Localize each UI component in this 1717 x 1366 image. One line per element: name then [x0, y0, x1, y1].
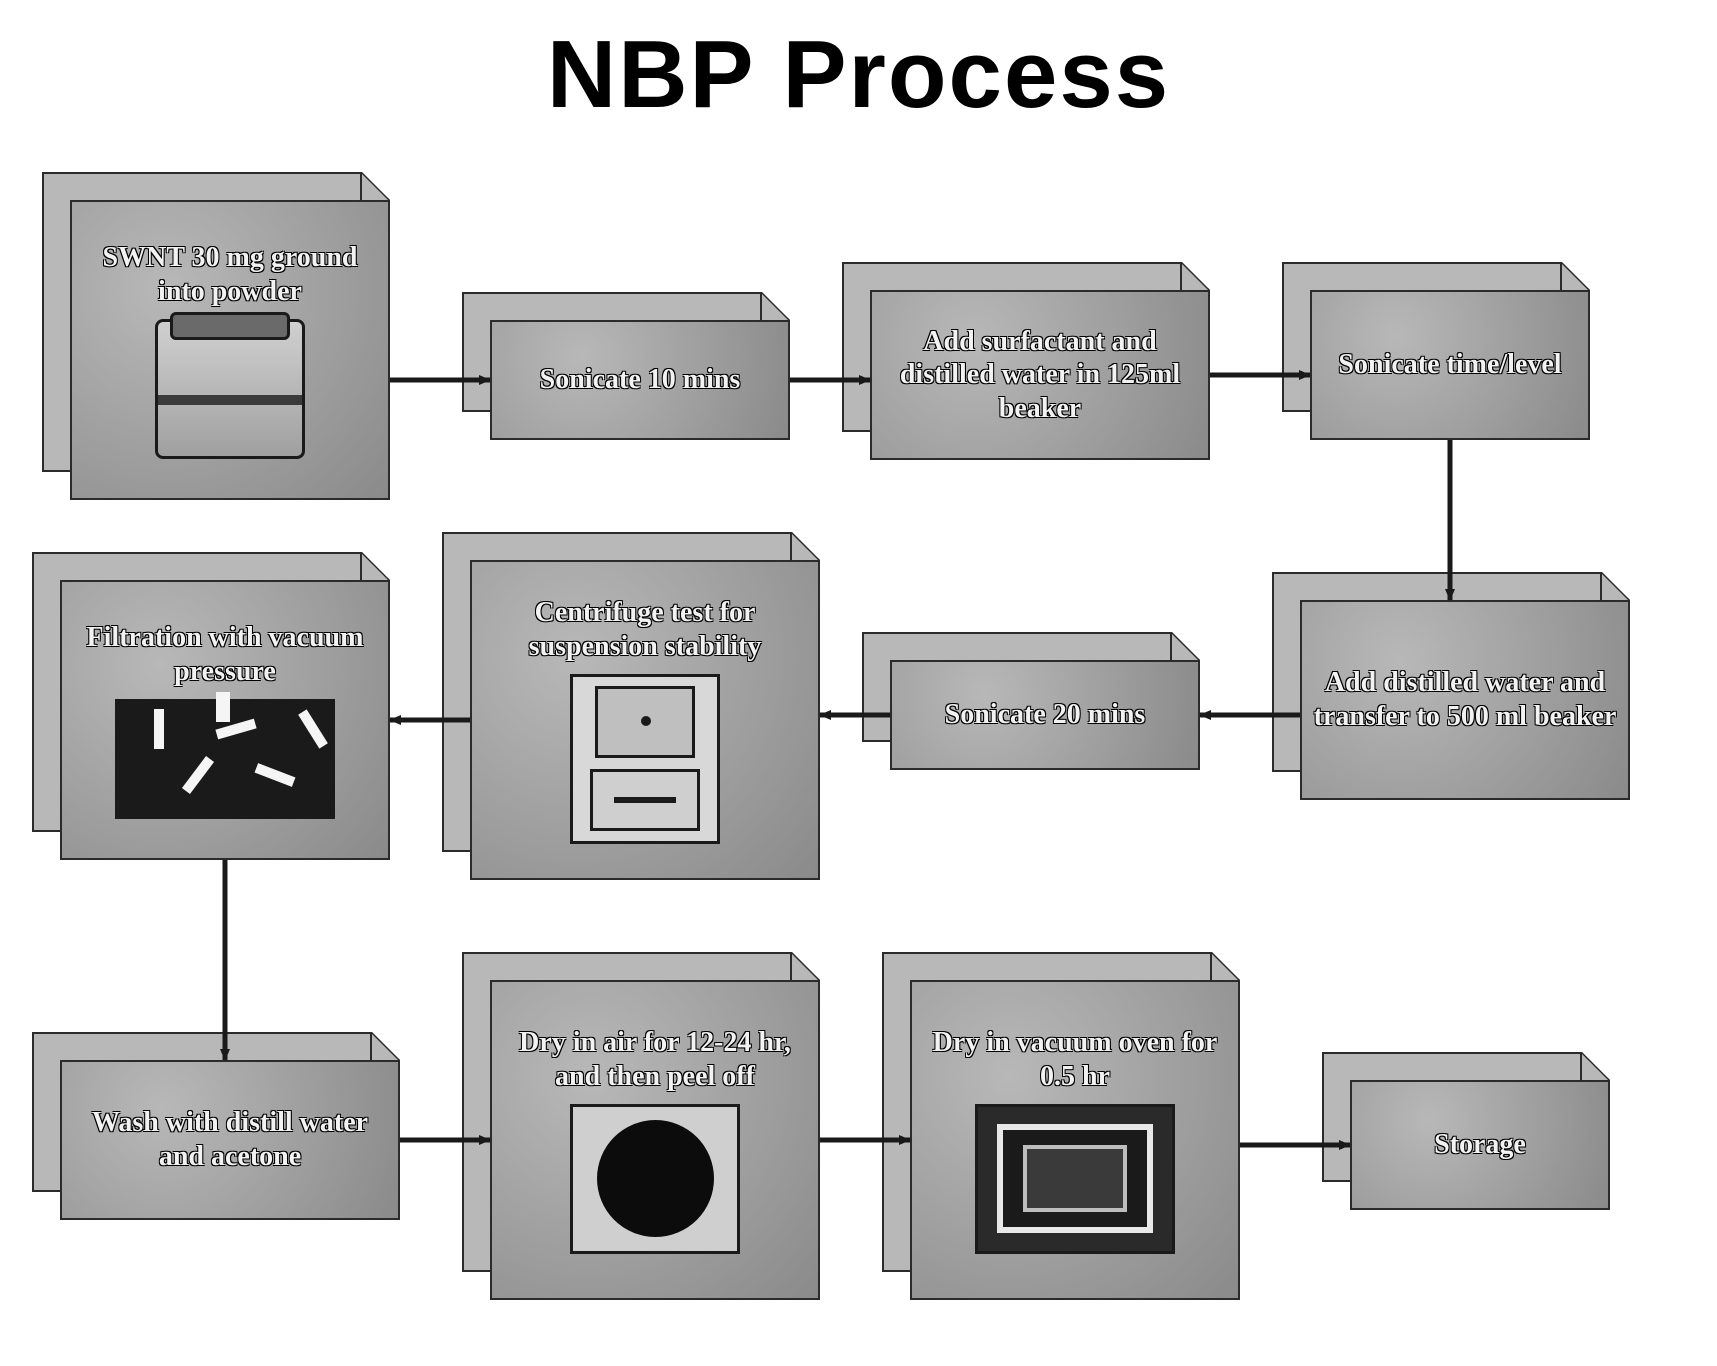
block-face: Dry in vacuum oven for 0.5 hr [910, 980, 1240, 1300]
step-label: Sonicate 10 mins [540, 363, 741, 397]
block-face: Add distilled water and transfer to 500 … [1300, 600, 1630, 800]
block-face: Add surfactant and distilled water in 12… [870, 290, 1210, 460]
vacuum-oven-icon [975, 1104, 1175, 1254]
process-step-n1: SWNT 30 mg ground into powder [42, 172, 390, 500]
centrifuge-icon [570, 674, 720, 844]
block-face: Storage [1350, 1080, 1610, 1210]
block-face: Filtration with vacuum pressure [60, 580, 390, 860]
process-step-n10: Dry in air for 12-24 hr, and then peel o… [462, 952, 820, 1300]
step-label: Centrifuge test for suspension stability [482, 596, 808, 663]
process-step-n4: Sonicate time/level [1282, 262, 1590, 440]
process-step-n7: Centrifuge test for suspension stability [442, 532, 820, 880]
jar-icon [155, 319, 305, 459]
step-label: Add distilled water and transfer to 500 … [1312, 666, 1618, 733]
step-label: Sonicate time/level [1338, 348, 1561, 382]
block-face: Sonicate time/level [1310, 290, 1590, 440]
block-face: Centrifuge test for suspension stability [470, 560, 820, 880]
diagram-title: NBP Process [0, 20, 1717, 130]
process-step-n9: Wash with distill water and acetone [32, 1032, 400, 1220]
step-label: Storage [1434, 1128, 1526, 1162]
buckypaper-disc-icon [570, 1104, 740, 1254]
process-step-n3: Add surfactant and distilled water in 12… [842, 262, 1210, 460]
process-step-n11: Dry in vacuum oven for 0.5 hr [882, 952, 1240, 1300]
step-label: Filtration with vacuum pressure [72, 621, 378, 688]
block-face: Dry in air for 12-24 hr, and then peel o… [490, 980, 820, 1300]
filtration-icon [115, 699, 335, 819]
block-face: Sonicate 10 mins [490, 320, 790, 440]
block-face: Wash with distill water and acetone [60, 1060, 400, 1220]
step-label: Sonicate 20 mins [945, 698, 1146, 732]
process-step-n5: Add distilled water and transfer to 500 … [1272, 572, 1630, 800]
step-label: Wash with distill water and acetone [72, 1106, 388, 1173]
step-label: Add surfactant and distilled water in 12… [882, 325, 1198, 426]
process-step-n6: Sonicate 20 mins [862, 632, 1200, 770]
step-label: Dry in vacuum oven for 0.5 hr [922, 1026, 1228, 1093]
block-face: Sonicate 20 mins [890, 660, 1200, 770]
process-step-n2: Sonicate 10 mins [462, 292, 790, 440]
process-step-n12: Storage [1322, 1052, 1610, 1210]
process-step-n8: Filtration with vacuum pressure [32, 552, 390, 860]
block-face: SWNT 30 mg ground into powder [70, 200, 390, 500]
step-label: SWNT 30 mg ground into powder [82, 241, 378, 308]
step-label: Dry in air for 12-24 hr, and then peel o… [502, 1026, 808, 1093]
